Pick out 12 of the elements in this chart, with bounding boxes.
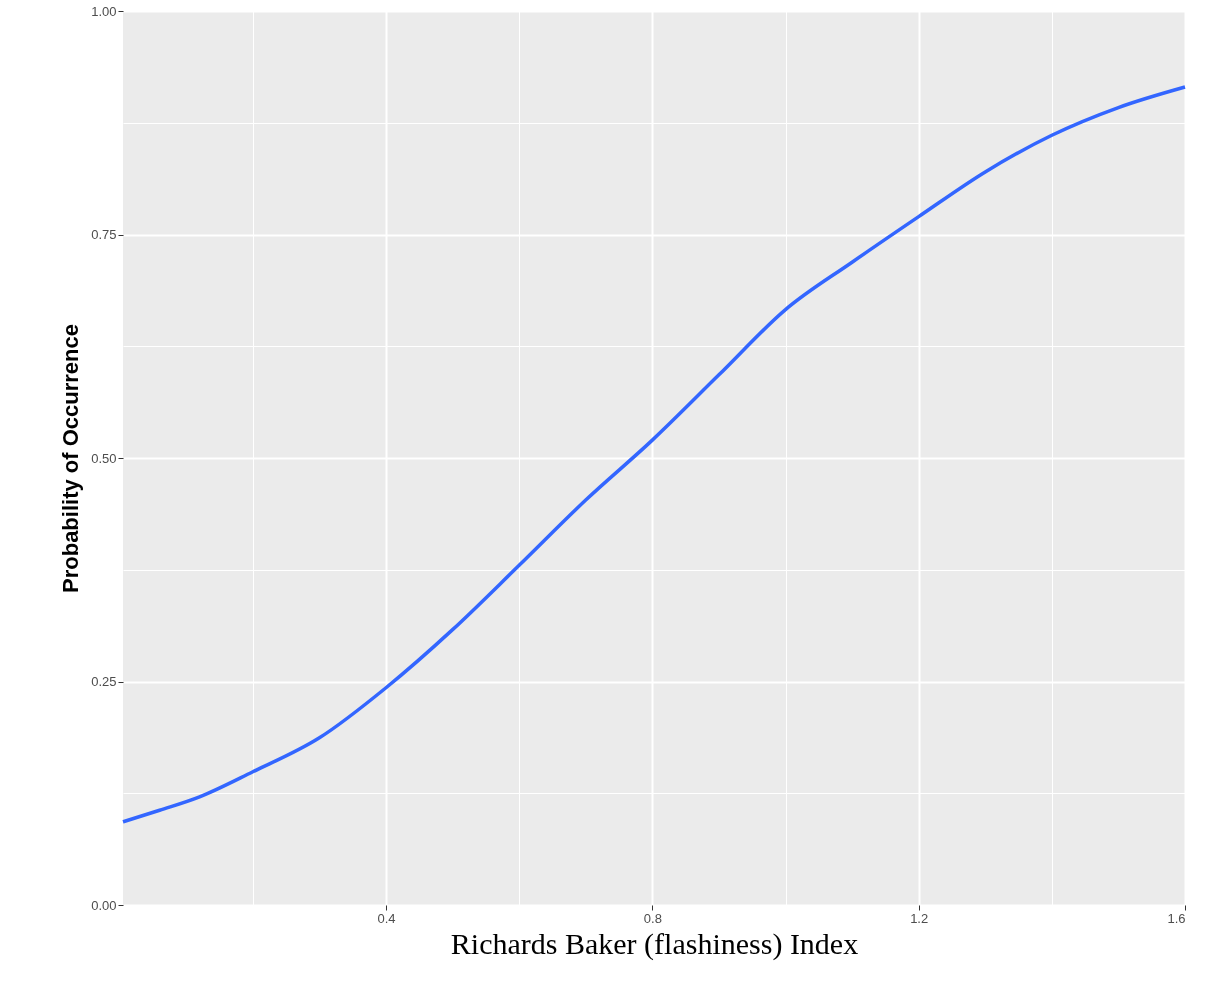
x-tick-label: 0.4 (377, 910, 396, 926)
y-tick-label: 0.50 (91, 450, 117, 466)
x-tick-label: 1.6 (1167, 910, 1186, 926)
x-tick-label: 0.8 (643, 910, 662, 926)
x-axis-title: Richards Baker (flashiness) Index (450, 926, 859, 961)
y-tick-label: 0.25 (91, 674, 117, 689)
y-axis-title: Probability of Occurrence (58, 324, 84, 593)
y-tick-label: 1.00 (91, 3, 117, 19)
x-tick-label: 1.2 (910, 910, 929, 926)
line-series (121, 85, 1187, 824)
y-tick-label: 0.00 (91, 897, 117, 913)
y-tick-label: 0.75 (91, 227, 117, 242)
